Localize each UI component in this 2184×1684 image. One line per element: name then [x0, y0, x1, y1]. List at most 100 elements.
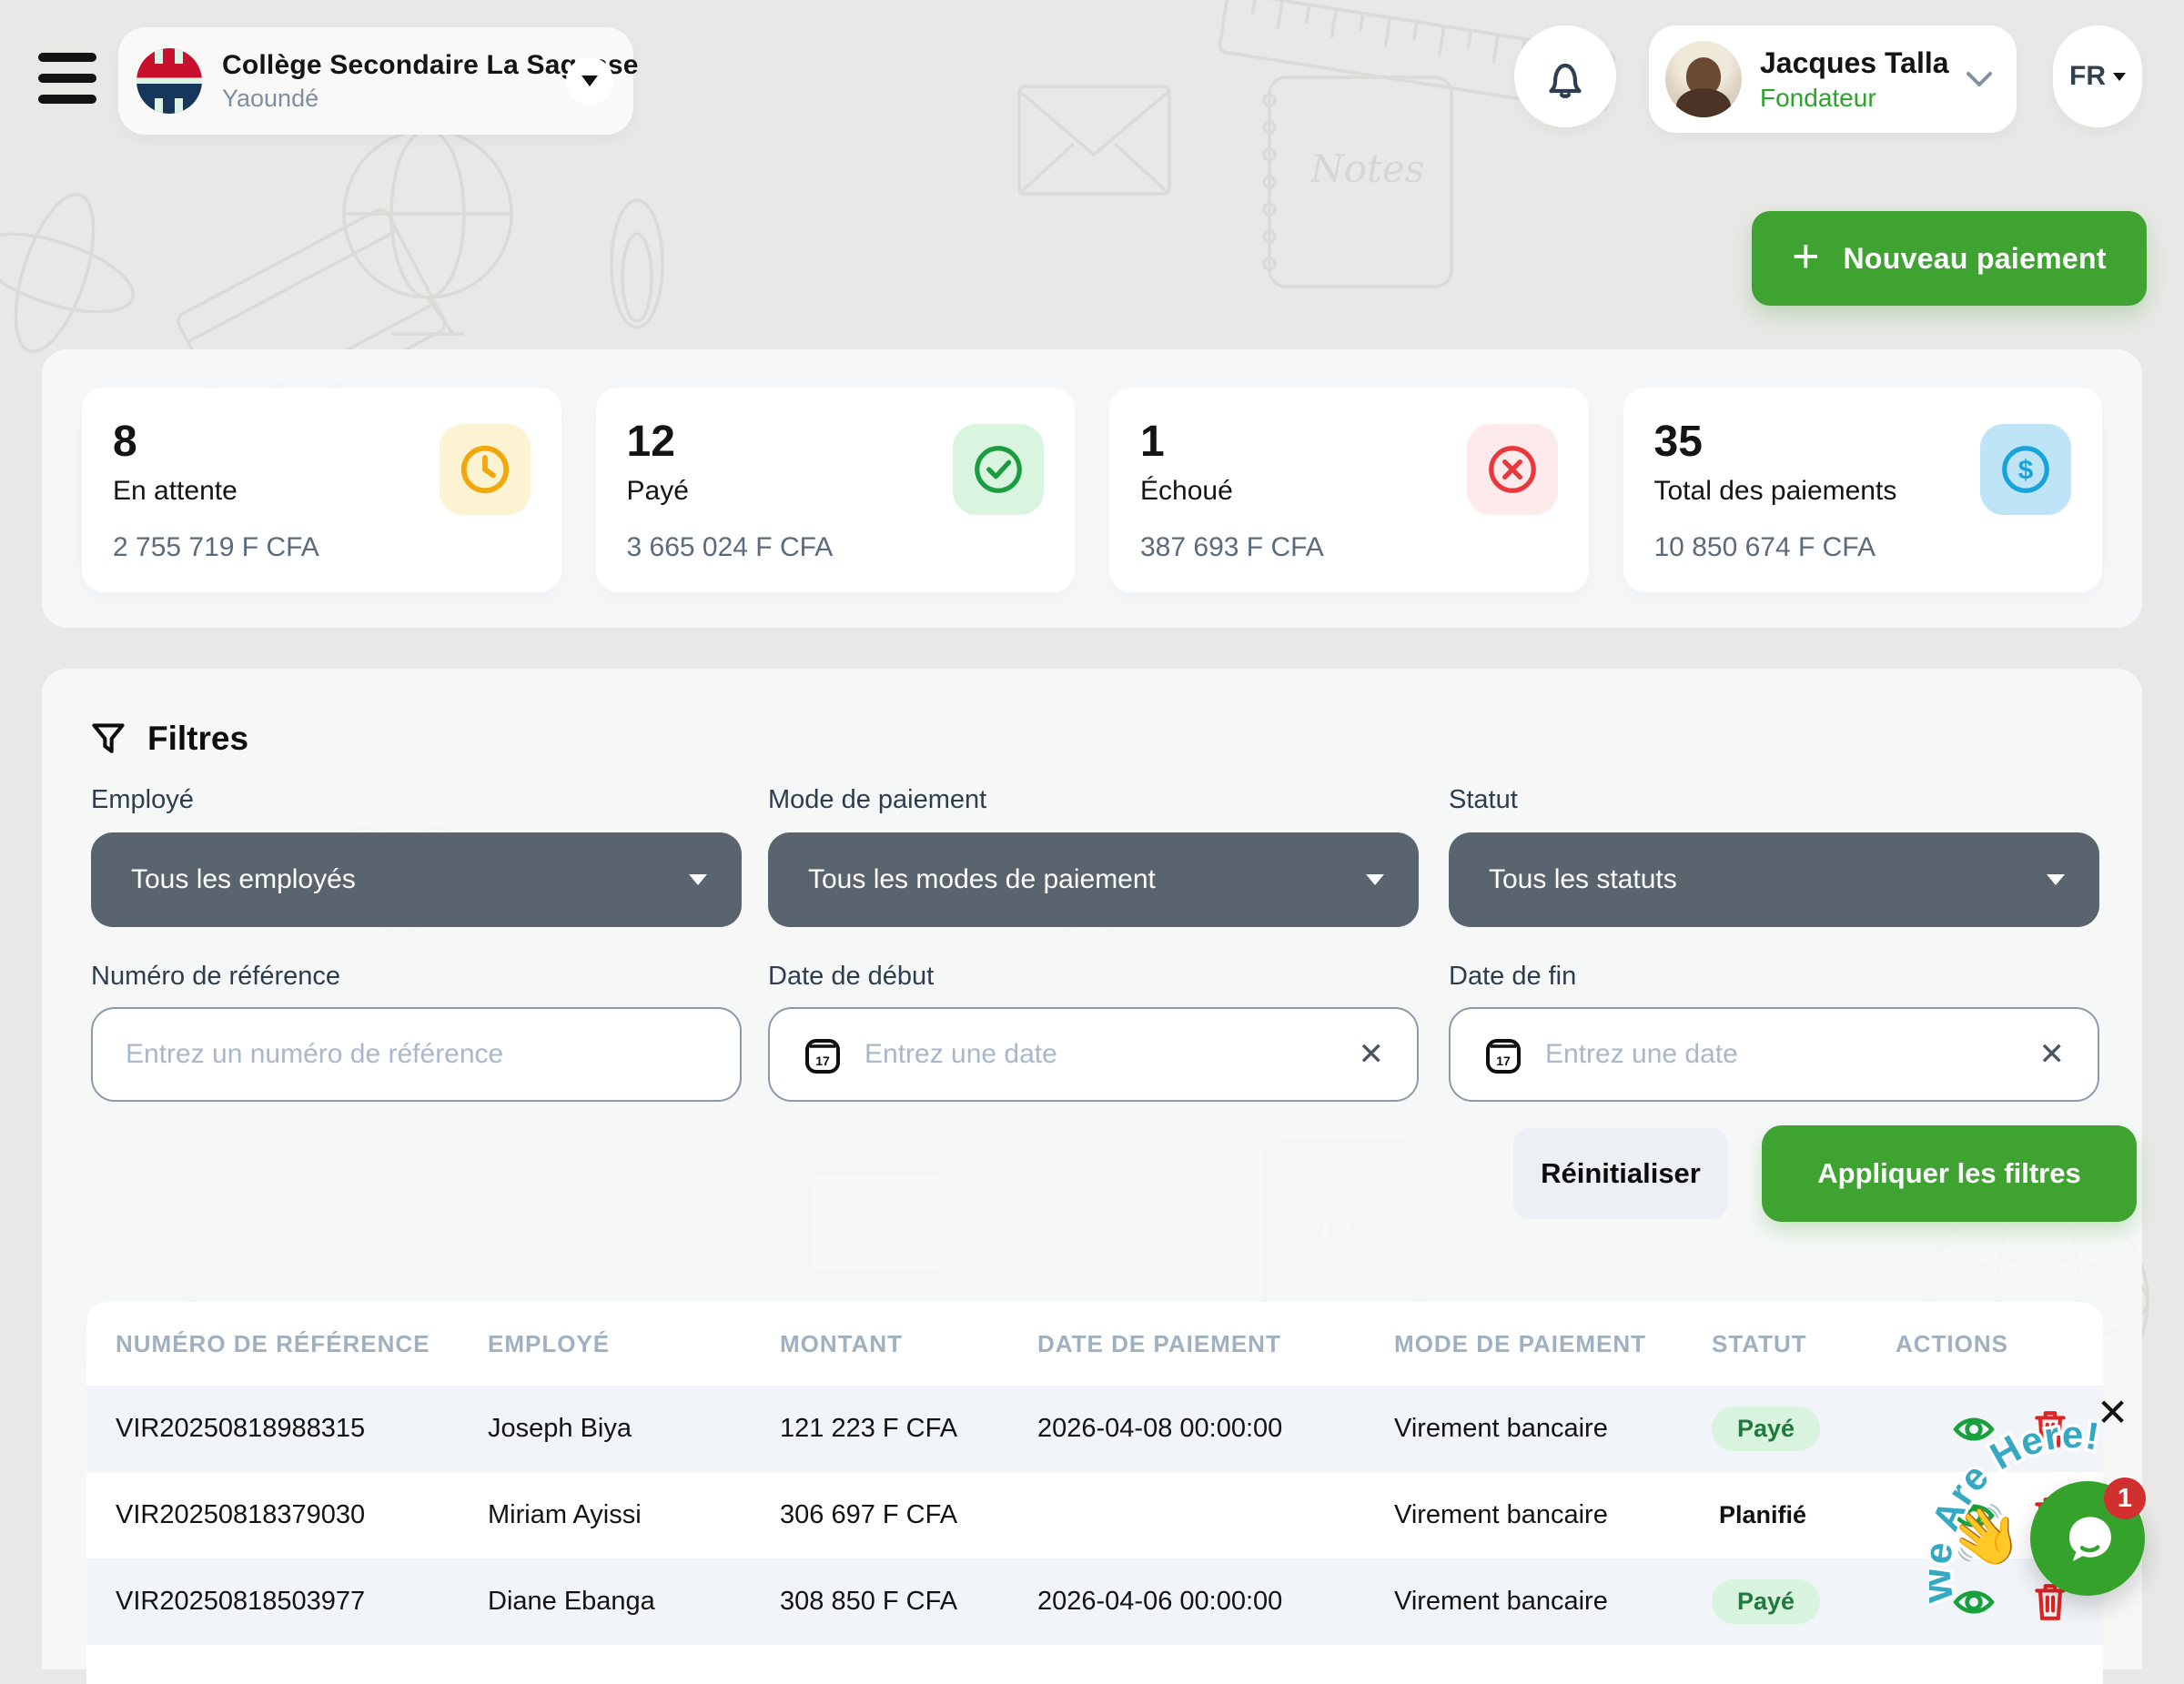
status-badge: Payé — [1712, 1407, 1821, 1451]
cell-reference: VIR20250818988315 — [116, 1414, 366, 1443]
dollar-circle-icon: $ — [2002, 446, 2049, 493]
stat-card-pending: 8 En attente 2 755 719 F CFA — [82, 388, 561, 592]
cell-mode: Virement bancaire — [1394, 1587, 1608, 1616]
col-reference: NUMÉRO DE RÉFÉRENCE — [116, 1329, 430, 1357]
calendar-icon: 17 — [1486, 1039, 1521, 1074]
reset-filters-button[interactable]: Réinitialiser — [1513, 1128, 1728, 1219]
filters-title: Filtres — [147, 720, 249, 757]
stat-card-total: 35 Total des paiements 10 850 674 F CFA … — [1623, 388, 2102, 592]
stat-label: En attente — [113, 476, 238, 506]
delete-payment-button[interactable] — [2034, 1409, 2067, 1449]
payments-table: NUMÉRO DE RÉFÉRENCE EMPLOYÉ MONTANT DATE… — [86, 1302, 2103, 1684]
school-selector[interactable]: Collège Secondaire La Sagesse Yaoundé — [118, 27, 639, 135]
caret-down-icon — [689, 874, 707, 885]
stat-count: 1 — [1140, 418, 1165, 466]
svg-text:$: $ — [2018, 455, 2034, 485]
stat-amount: 10 850 674 F CFA — [1653, 532, 1876, 562]
status-select-value: Tous les statuts — [1489, 864, 1677, 894]
svg-text:17: 17 — [1496, 1054, 1511, 1068]
cell-amount: 308 850 F CFA — [780, 1587, 958, 1616]
stat-label: Échoué — [1140, 476, 1233, 506]
stat-amount: 2 755 719 F CFA — [113, 532, 319, 562]
user-menu[interactable]: Jacques Talla Fondateur — [1649, 25, 2017, 133]
payment-mode-select-value: Tous les modes de paiement — [808, 864, 1156, 894]
school-dropdown-button[interactable] — [566, 57, 613, 105]
x-circle-icon — [1488, 446, 1536, 493]
new-payment-label: Nouveau paiement — [1843, 241, 2107, 275]
status-badge: Payé — [1712, 1579, 1821, 1624]
cell-mode: Virement bancaire — [1394, 1500, 1608, 1529]
cell-reference: VIR20250818379030 — [116, 1500, 366, 1529]
trash-icon — [2035, 1410, 2066, 1447]
cell-date: 2026-04-06 00:00:00 — [1037, 1587, 1283, 1616]
mode-filter-label: Mode de paiement — [768, 785, 987, 814]
eye-icon — [1953, 1417, 1995, 1441]
school-logo — [136, 48, 202, 114]
eye-icon — [1953, 1589, 1995, 1614]
end-date-input[interactable] — [1545, 1039, 2017, 1070]
stat-count: 12 — [626, 418, 675, 466]
new-payment-button[interactable]: + Nouveau paiement — [1752, 211, 2147, 306]
chat-widget-close-icon[interactable]: ✕ — [2097, 1391, 2129, 1434]
start-date-input[interactable] — [864, 1039, 1337, 1070]
status-select[interactable]: Tous les statuts — [1449, 832, 2099, 927]
stat-label: Total des paiements — [1653, 476, 1897, 506]
col-employee: EMPLOYÉ — [488, 1329, 611, 1357]
table-row: VIR20250818503977 Diane Ebanga 308 850 F… — [86, 1558, 2103, 1645]
user-name: Jacques Talla — [1760, 45, 1949, 79]
view-payment-button[interactable] — [1952, 1498, 1996, 1533]
eye-icon — [1953, 1503, 1995, 1528]
stat-count: 8 — [113, 418, 137, 466]
col-mode: MODE DE PAIEMENT — [1394, 1329, 1646, 1357]
cell-employee: Miriam Ayissi — [488, 1500, 642, 1529]
cell-amount: 121 223 F CFA — [780, 1414, 958, 1443]
plus-icon: + — [1792, 230, 1820, 283]
svg-text:17: 17 — [815, 1054, 830, 1068]
cell-amount: 306 697 F CFA — [780, 1500, 958, 1529]
employee-select[interactable]: Tous les employés — [91, 832, 742, 927]
payment-mode-select[interactable]: Tous les modes de paiement — [768, 832, 1419, 927]
clock-icon — [460, 445, 509, 494]
caret-down-icon — [581, 76, 598, 86]
language-label: FR — [2069, 61, 2106, 91]
status-badge: Planifié — [1719, 1501, 1807, 1528]
caret-down-icon — [2047, 874, 2065, 885]
check-circle-icon — [975, 446, 1022, 493]
table-body: VIR20250818988315 Joseph Biya 121 223 F … — [86, 1386, 2103, 1645]
school-name: Collège Secondaire La Sagesse — [222, 49, 639, 80]
caret-down-icon — [2113, 72, 2126, 81]
end-date-wrap: 17 ✕ — [1449, 1007, 2099, 1102]
svg-text:Notes: Notes — [1309, 146, 1424, 191]
status-filter-label: Statut — [1449, 785, 1518, 814]
stats-panel: 8 En attente 2 755 719 F CFA 12 Payé 3 6… — [42, 349, 2142, 628]
avatar — [1665, 41, 1742, 117]
col-amount: MONTANT — [780, 1329, 904, 1357]
school-city: Yaoundé — [222, 84, 319, 112]
view-payment-button[interactable] — [1952, 1412, 1996, 1447]
apply-filters-button[interactable]: Appliquer les filtres — [1762, 1125, 2137, 1222]
chevron-down-icon — [1967, 72, 1992, 86]
stat-amount: 3 665 024 F CFA — [626, 532, 834, 562]
clear-start-date-icon[interactable]: ✕ — [1358, 1037, 1385, 1072]
reference-filter-label: Numéro de référence — [91, 962, 341, 991]
stat-label: Payé — [626, 476, 689, 506]
stat-count: 35 — [1653, 418, 1703, 466]
language-selector[interactable]: FR — [2053, 25, 2142, 127]
delete-payment-button[interactable] — [2034, 1582, 2067, 1622]
stat-card-paid: 12 Payé 3 665 024 F CFA — [595, 388, 1075, 592]
calendar-icon: 17 — [805, 1039, 840, 1074]
col-actions: ACTIONS — [1896, 1329, 2008, 1357]
notifications-button[interactable] — [1514, 25, 1616, 127]
view-payment-button[interactable] — [1952, 1585, 1996, 1619]
filter-funnel-icon — [92, 723, 125, 753]
trash-icon — [2035, 1583, 2066, 1620]
menu-hamburger-icon[interactable] — [38, 53, 96, 104]
table-row: VIR20250818988315 Joseph Biya 121 223 F … — [86, 1386, 2103, 1472]
clear-end-date-icon[interactable]: ✕ — [2038, 1037, 2066, 1072]
caret-down-icon — [1366, 874, 1384, 885]
reference-input-wrap — [91, 1007, 742, 1102]
reference-input[interactable] — [126, 1039, 707, 1070]
col-date: DATE DE PAIEMENT — [1037, 1329, 1281, 1357]
cell-date: 2026-04-08 00:00:00 — [1037, 1414, 1283, 1443]
table-row: VIR20250818379030 Miriam Ayissi 306 697 … — [86, 1472, 2103, 1558]
